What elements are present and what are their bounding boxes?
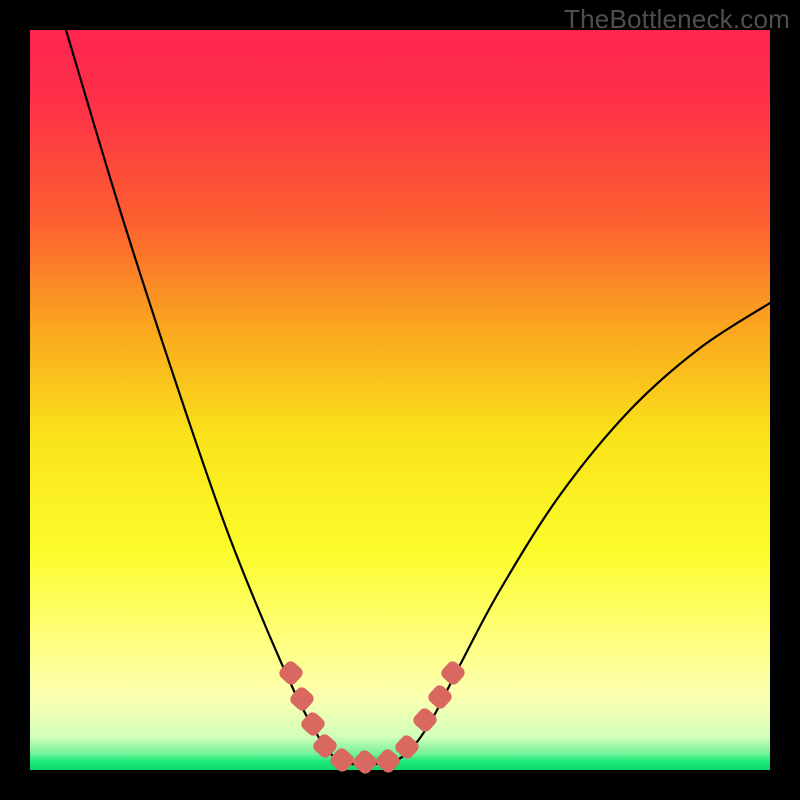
chart-stage: TheBottleneck.com: [0, 0, 800, 800]
curve-marker: [351, 748, 379, 776]
v-curve-line: [66, 30, 770, 764]
curve-marker: [411, 706, 439, 734]
curve-marker: [299, 710, 327, 738]
curve-markers-group: [277, 659, 467, 776]
curve-marker: [439, 659, 467, 687]
watermark-text: TheBottleneck.com: [564, 4, 790, 35]
chart-svg: [0, 0, 800, 800]
